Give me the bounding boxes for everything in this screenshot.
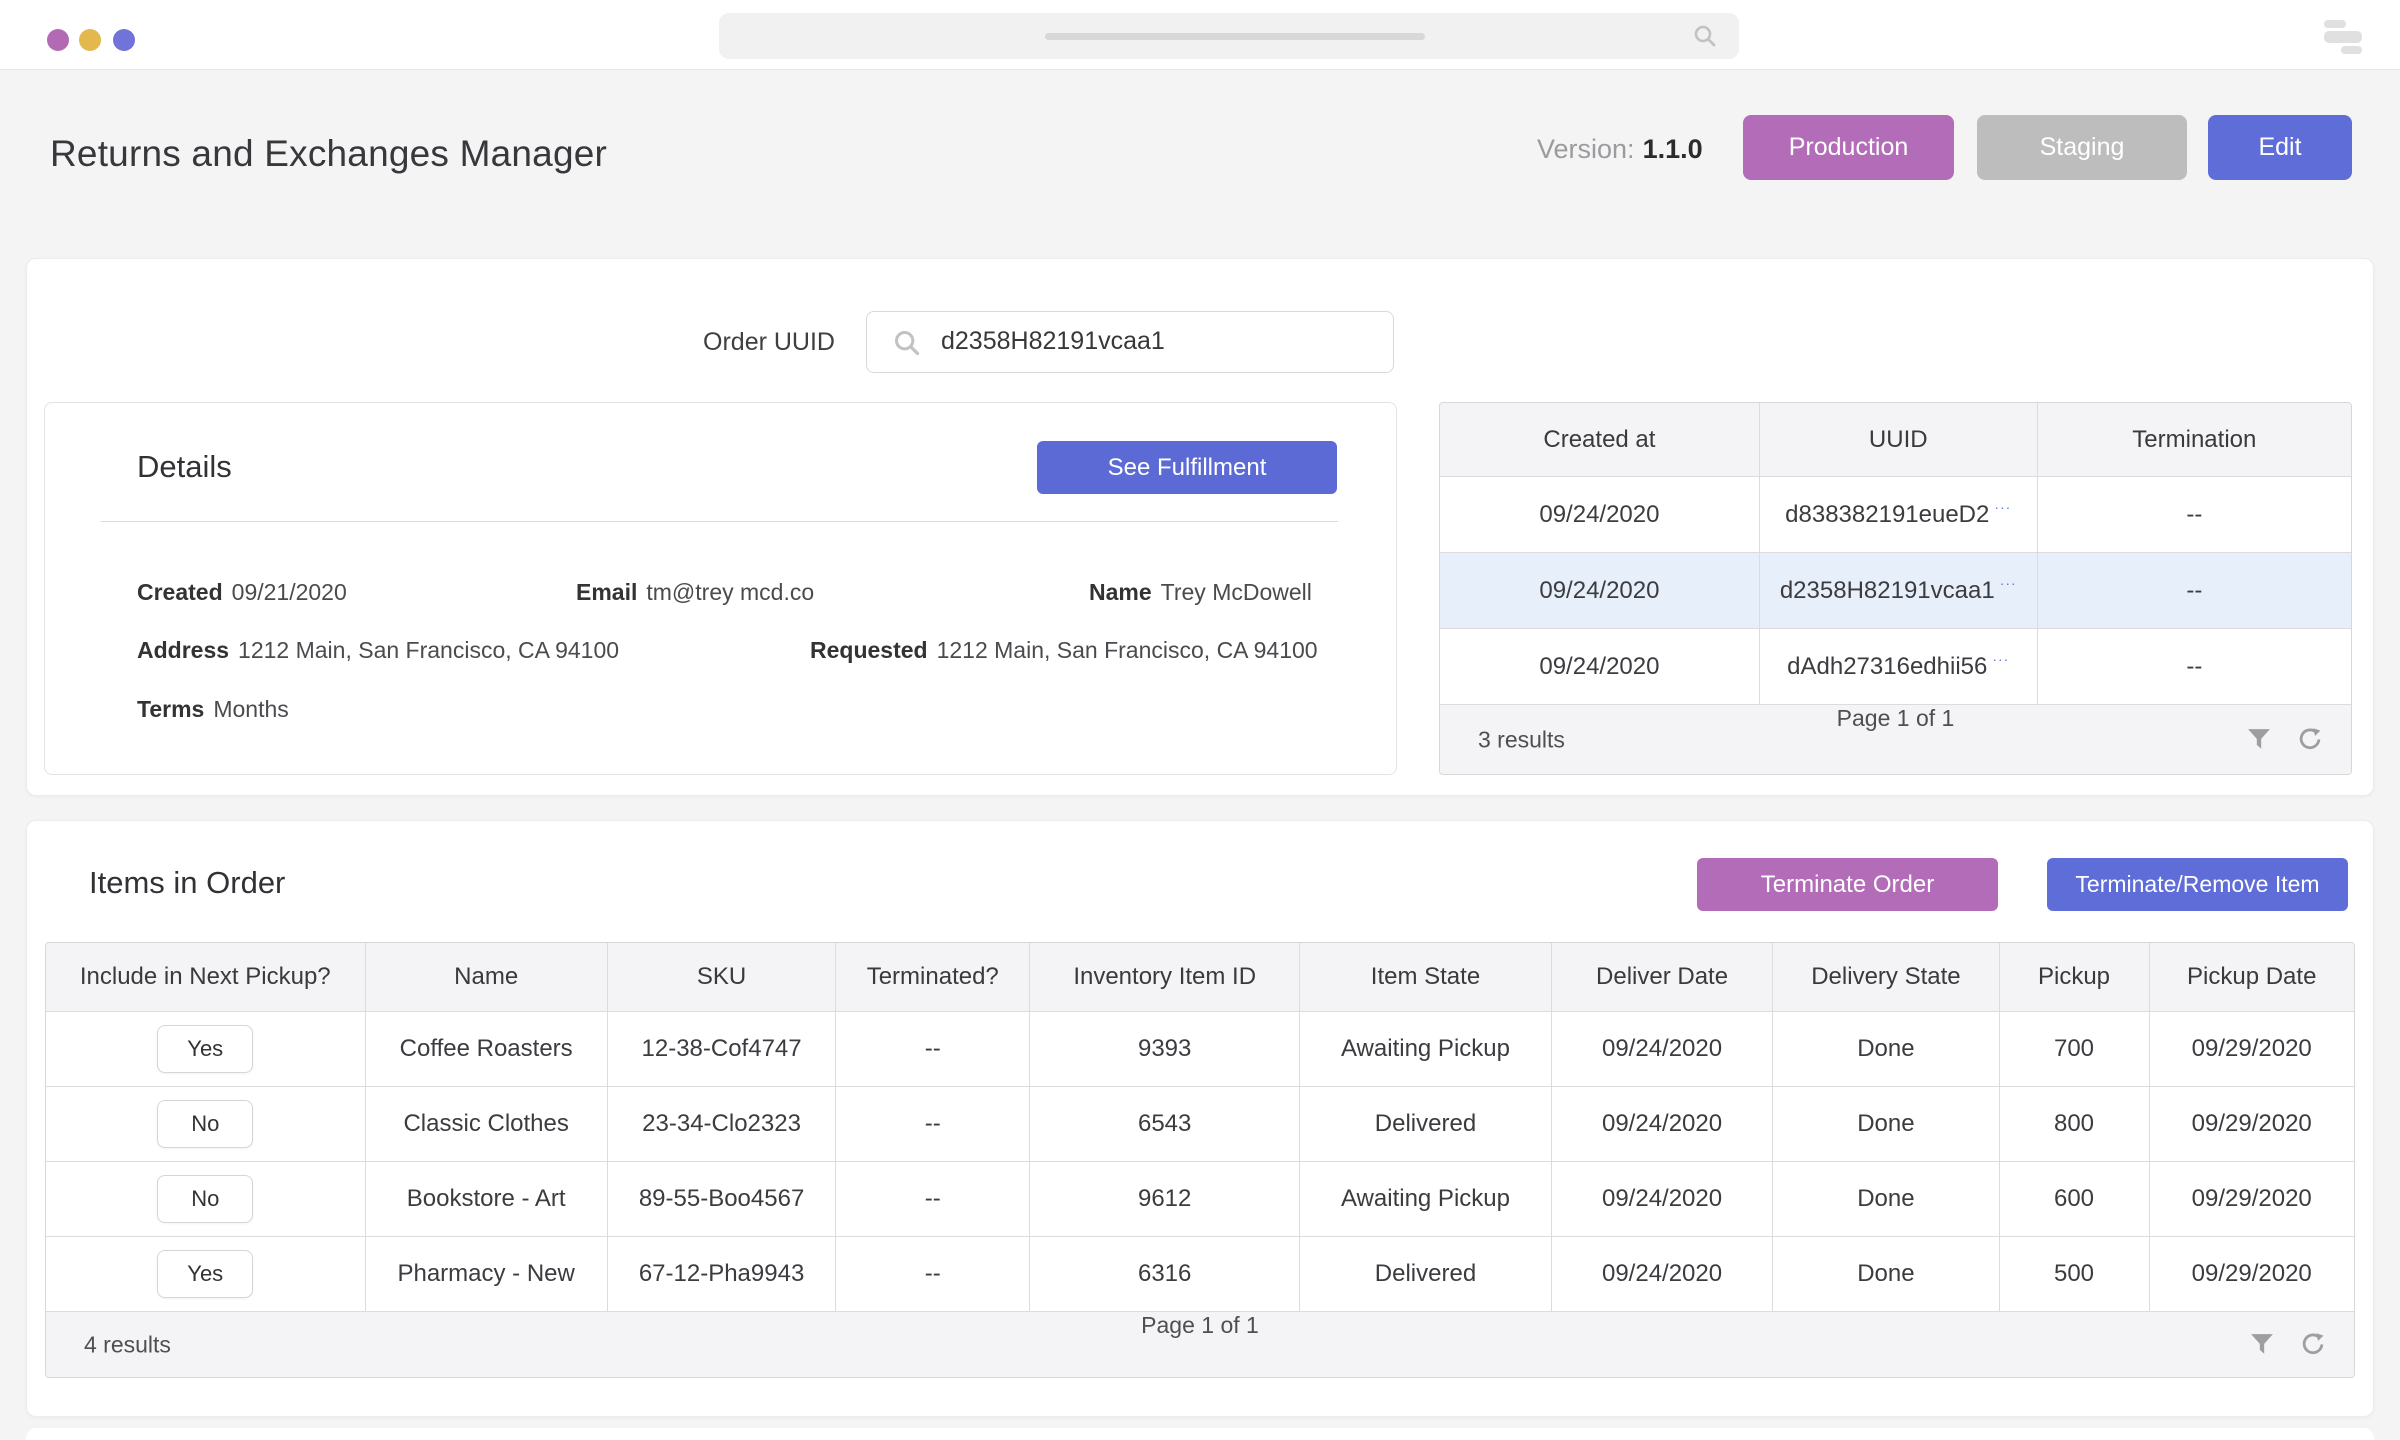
orders-table-footer: 3 results Page 1 of 1 (1440, 704, 2351, 774)
table-row-selected[interactable]: 09/24/2020 d2358H82191vcaa1 ··· -- (1440, 552, 2351, 628)
field-terms: Terms Months (137, 696, 289, 722)
uuid-value: d838382191eueD2 (1785, 500, 1990, 528)
filter-icon[interactable] (2247, 728, 2271, 752)
order-uuid-label: Order UUID (703, 328, 835, 356)
items-table-footer: 4 results Page 1 of 1 (46, 1311, 2354, 1377)
column-header-item-state: Item State (1299, 943, 1551, 1011)
table-row[interactable]: No Bookstore - Art 89-55-Boo4567 -- 9612… (46, 1161, 2354, 1236)
include-pickup-toggle-button[interactable]: No (157, 1100, 254, 1148)
url-placeholder-line (1045, 33, 1425, 40)
window-control-dot-yellow[interactable] (79, 29, 101, 51)
column-header-termination: Termination (2036, 403, 2351, 476)
table-row[interactable]: 09/24/2020 dAdh27316edhii56 ··· -- (1440, 628, 2351, 704)
browser-top-bar (0, 0, 2400, 70)
production-button[interactable]: Production (1743, 115, 1954, 180)
results-count: 3 results (1478, 726, 1565, 753)
table-row[interactable]: 09/24/2020 d838382191eueD2 ··· -- (1440, 476, 2351, 552)
filter-icon[interactable] (2250, 1333, 2274, 1357)
search-icon (1694, 25, 1716, 47)
browser-menu-icon[interactable] (2318, 20, 2362, 54)
column-header-pickup: Pickup (1998, 943, 2149, 1011)
items-section-title: Items in Order (89, 865, 286, 900)
results-count: 4 results (84, 1331, 171, 1358)
column-header-include-next-pickup: Include in Next Pickup? (79, 963, 331, 990)
details-divider (101, 521, 1338, 522)
window-control-dot-purple[interactable] (47, 29, 69, 51)
column-header-deliver-date: Deliver Date (1550, 943, 1773, 1011)
page-title: Returns and Exchanges Manager (50, 133, 608, 174)
search-icon (894, 330, 920, 356)
field-created: Created 09/21/2020 (137, 579, 347, 605)
see-fulfillment-button[interactable]: See Fulfillment (1037, 441, 1337, 494)
version: Version: 1.1.0 (1537, 134, 1703, 165)
terminate-order-button[interactable]: Terminate Order (1697, 858, 1998, 911)
uuid-expand-ellipsis[interactable]: ··· (1992, 650, 2010, 667)
window-control-dot-blue[interactable] (113, 29, 135, 51)
table-row[interactable]: Yes Pharmacy - New 67-12-Pha9943 -- 6316… (46, 1236, 2354, 1311)
field-email: Email tm@trey mcd.co (576, 579, 815, 605)
details-card: Details See Fulfillment Created 09/21/202… (44, 402, 1397, 775)
terminate-remove-item-button[interactable]: Terminate/Remove Item (2047, 858, 2348, 911)
order-overview-card: Order UUID d2358H82191vcaa1 Details See … (26, 258, 2374, 796)
version-value: 1.1.0 (1642, 134, 1703, 164)
page-indicator: Page 1 of 1 (1141, 1312, 1259, 1338)
uuid-expand-ellipsis[interactable]: ··· (1994, 498, 2012, 515)
orders-table: Created at UUID Termination 09/24/2020 d… (1439, 402, 2352, 775)
column-header-terminated: Terminated? (835, 943, 1029, 1011)
edit-button[interactable]: Edit (2208, 115, 2352, 180)
include-pickup-toggle-button[interactable]: Yes (157, 1250, 254, 1298)
order-uuid-input[interactable]: d2358H82191vcaa1 (866, 311, 1394, 373)
details-title: Details (137, 449, 232, 484)
uuid-expand-ellipsis[interactable]: ··· (1999, 574, 2017, 591)
items-in-order-card: Items in Order Terminate Order Terminate… (26, 820, 2374, 1417)
field-requested: Requested 1212 Main, San Francisco, CA 94… (810, 637, 1318, 663)
column-header-created-at: Created at (1543, 425, 1656, 453)
uuid-value: dAdh27316edhii56 (1787, 652, 1988, 680)
page-indicator: Page 1 of 1 (1836, 705, 1955, 731)
orders-table-header: Created at UUID Termination (1440, 403, 2351, 476)
version-label: Version: (1537, 134, 1635, 164)
column-header-uuid: UUID (1758, 403, 2037, 476)
field-address: Address 1212 Main, San Francisco, CA 9410… (137, 637, 620, 663)
column-header-inventory-item-id: Inventory Item ID (1029, 943, 1299, 1011)
table-row[interactable]: No Classic Clothes 23-34-Clo2323 -- 6543… (46, 1086, 2354, 1161)
include-pickup-toggle-button[interactable]: No (157, 1175, 254, 1223)
staging-button[interactable]: Staging (1977, 115, 2187, 180)
uuid-value: d2358H82191vcaa1 (1779, 576, 1995, 604)
column-header-pickup-date: Pickup Date (2148, 943, 2354, 1011)
field-name: Name Trey McDowell (1089, 579, 1312, 605)
next-card-edge (26, 1428, 2374, 1440)
table-row[interactable]: Yes Coffee Roasters 12-38-Cof4747 -- 939… (46, 1011, 2354, 1086)
column-header-sku: SKU (606, 943, 835, 1011)
browser-search-bar[interactable] (719, 13, 1739, 59)
refresh-icon[interactable] (2297, 727, 2323, 753)
column-header-delivery-state: Delivery State (1772, 943, 1998, 1011)
column-header-name: Name (364, 943, 607, 1011)
items-table: Include in Next Pickup? Name SKU Termina… (45, 942, 2355, 1378)
order-uuid-value: d2358H82191vcaa1 (941, 327, 1165, 355)
items-table-header: Include in Next Pickup? Name SKU Termina… (46, 943, 2354, 1011)
include-pickup-toggle-button[interactable]: Yes (157, 1025, 254, 1073)
refresh-icon[interactable] (2300, 1332, 2326, 1358)
